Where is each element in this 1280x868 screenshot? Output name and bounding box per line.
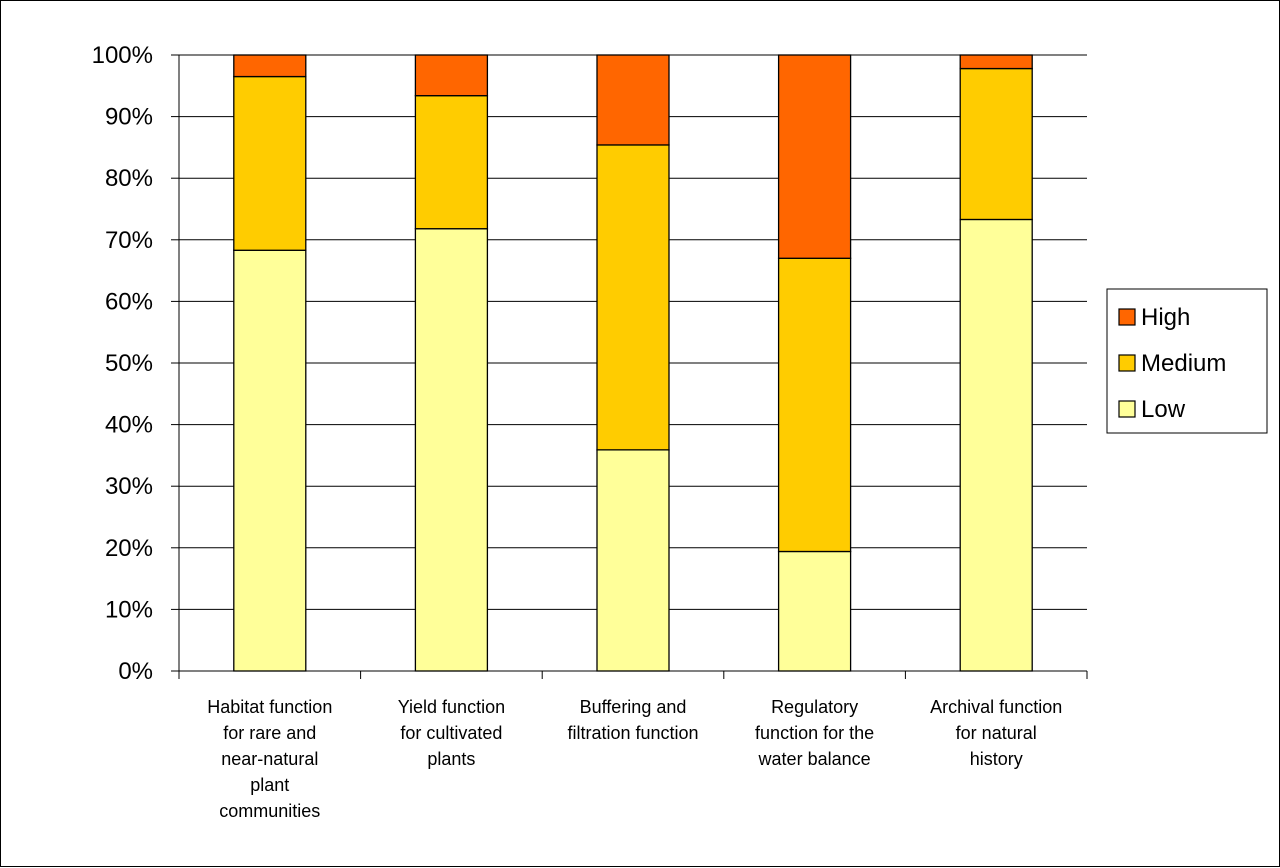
category-label: filtration function (567, 723, 698, 743)
y-tick-label: 100% (92, 42, 153, 69)
y-tick-label: 60% (105, 288, 153, 315)
category-label: communities (219, 801, 320, 821)
bar-low (959, 218, 1033, 672)
bar-medium (596, 144, 670, 451)
y-tick-label: 90% (105, 104, 153, 131)
category-label: for natural (956, 723, 1037, 743)
category-label: water balance (758, 749, 871, 769)
category-label: Regulatory (771, 697, 858, 717)
category-label: Yield function (398, 697, 505, 717)
category-label: plants (427, 749, 475, 769)
bar-high (596, 54, 670, 146)
bar-low (414, 228, 489, 672)
legend-swatch-low (1118, 400, 1136, 418)
category-label: Habitat function (207, 697, 332, 717)
bar-low (233, 249, 307, 672)
bar-medium (959, 67, 1033, 221)
bar-high (414, 54, 489, 97)
category-label: plant (250, 775, 289, 795)
y-tick-label: 80% (105, 165, 153, 192)
legend-label-medium: Medium (1141, 350, 1226, 377)
legend-label-low: Low (1141, 396, 1186, 423)
category-label: for cultivated (400, 723, 502, 743)
bar-high (233, 54, 307, 78)
category-label: Archival function (930, 697, 1062, 717)
legend-swatch-medium (1118, 354, 1136, 372)
category-label: for rare and (223, 723, 316, 743)
bar-high (959, 54, 1033, 70)
bar-medium (777, 257, 852, 553)
bar-medium (233, 75, 307, 251)
bar-low (596, 449, 670, 672)
legend-label-high: High (1141, 304, 1190, 331)
category-label: Buffering and (580, 697, 687, 717)
y-tick-label: 40% (105, 412, 153, 439)
y-tick-label: 0% (118, 658, 153, 685)
category-label: function for the (755, 723, 874, 743)
legend-swatch-high (1118, 308, 1136, 326)
y-tick-label: 70% (105, 227, 153, 254)
y-tick-label: 30% (105, 473, 153, 500)
y-tick-label: 20% (105, 535, 153, 562)
y-tick-label: 10% (105, 596, 153, 623)
y-tick-label: 50% (105, 350, 153, 377)
bar-medium (414, 95, 489, 230)
bar-low (777, 550, 852, 672)
category-label: near-natural (221, 749, 318, 769)
category-label: history (970, 749, 1023, 769)
bar-high (777, 54, 852, 259)
